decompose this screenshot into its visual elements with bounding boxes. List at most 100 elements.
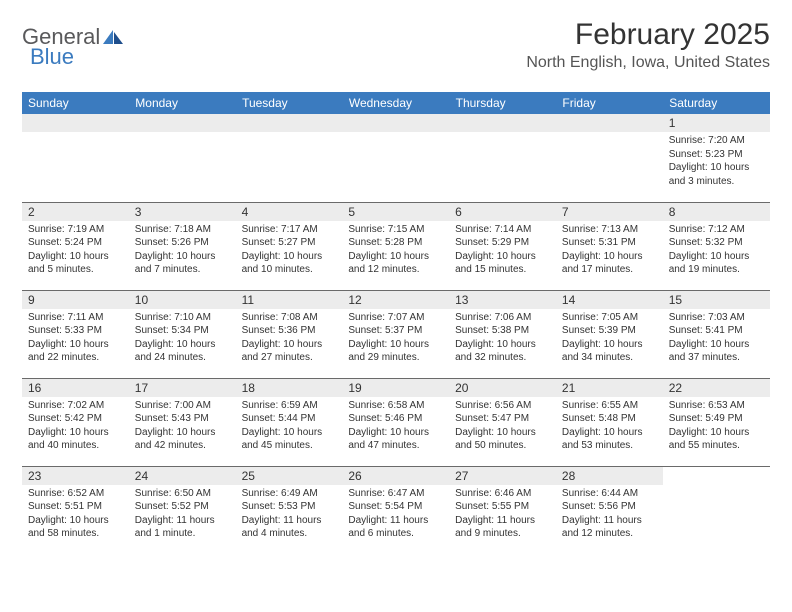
- sunset-text: Sunset: 5:46 PM: [348, 412, 443, 426]
- day-content: Sunrise: 7:19 AMSunset: 5:24 PMDaylight:…: [22, 221, 129, 281]
- daylight-text: Daylight: 10 hours and 34 minutes.: [562, 338, 657, 365]
- sunrise-text: Sunrise: 7:15 AM: [348, 223, 443, 237]
- day-cell: 17Sunrise: 7:00 AMSunset: 5:43 PMDayligh…: [129, 378, 236, 466]
- day-content: Sunrise: 6:55 AMSunset: 5:48 PMDaylight:…: [556, 397, 663, 457]
- day-number: 6: [449, 203, 556, 221]
- day-content: Sunrise: 7:11 AMSunset: 5:33 PMDaylight:…: [22, 309, 129, 369]
- sunset-text: Sunset: 5:27 PM: [242, 236, 337, 250]
- daylight-text: Daylight: 10 hours and 24 minutes.: [135, 338, 230, 365]
- sunrise-text: Sunrise: 6:55 AM: [562, 399, 657, 413]
- sunrise-text: Sunrise: 7:06 AM: [455, 311, 550, 325]
- day-content: Sunrise: 7:10 AMSunset: 5:34 PMDaylight:…: [129, 309, 236, 369]
- dow-saturday: Saturday: [663, 92, 770, 114]
- day-cell: 27Sunrise: 6:46 AMSunset: 5:55 PMDayligh…: [449, 466, 556, 554]
- sunrise-text: Sunrise: 6:50 AM: [135, 487, 230, 501]
- day-cell: 13Sunrise: 7:06 AMSunset: 5:38 PMDayligh…: [449, 290, 556, 378]
- title-block: February 2025 North English, Iowa, Unite…: [526, 18, 770, 72]
- dow-thursday: Thursday: [449, 92, 556, 114]
- sunrise-text: Sunrise: 6:52 AM: [28, 487, 123, 501]
- day-cell: [236, 114, 343, 202]
- day-cell: 23Sunrise: 6:52 AMSunset: 5:51 PMDayligh…: [22, 466, 129, 554]
- logo-sail-icon: [102, 29, 124, 45]
- day-cell: [449, 114, 556, 202]
- sunset-text: Sunset: 5:33 PM: [28, 324, 123, 338]
- day-number: 26: [342, 467, 449, 485]
- day-cell: 16Sunrise: 7:02 AMSunset: 5:42 PMDayligh…: [22, 378, 129, 466]
- day-number: 3: [129, 203, 236, 221]
- daylight-text: Daylight: 10 hours and 15 minutes.: [455, 250, 550, 277]
- daylight-text: Daylight: 10 hours and 10 minutes.: [242, 250, 337, 277]
- sunset-text: Sunset: 5:54 PM: [348, 500, 443, 514]
- day-content: Sunrise: 7:03 AMSunset: 5:41 PMDaylight:…: [663, 309, 770, 369]
- day-content: Sunrise: 7:12 AMSunset: 5:32 PMDaylight:…: [663, 221, 770, 281]
- sunset-text: Sunset: 5:31 PM: [562, 236, 657, 250]
- day-content: Sunrise: 7:00 AMSunset: 5:43 PMDaylight:…: [129, 397, 236, 457]
- daylight-text: Daylight: 10 hours and 32 minutes.: [455, 338, 550, 365]
- day-content: Sunrise: 7:14 AMSunset: 5:29 PMDaylight:…: [449, 221, 556, 281]
- day-content: Sunrise: 7:08 AMSunset: 5:36 PMDaylight:…: [236, 309, 343, 369]
- day-cell: 9Sunrise: 7:11 AMSunset: 5:33 PMDaylight…: [22, 290, 129, 378]
- day-cell: 25Sunrise: 6:49 AMSunset: 5:53 PMDayligh…: [236, 466, 343, 554]
- day-content: Sunrise: 7:05 AMSunset: 5:39 PMDaylight:…: [556, 309, 663, 369]
- day-number: 21: [556, 379, 663, 397]
- sunset-text: Sunset: 5:56 PM: [562, 500, 657, 514]
- sunrise-text: Sunrise: 7:13 AM: [562, 223, 657, 237]
- sunset-text: Sunset: 5:38 PM: [455, 324, 550, 338]
- day-cell: 15Sunrise: 7:03 AMSunset: 5:41 PMDayligh…: [663, 290, 770, 378]
- day-cell: 21Sunrise: 6:55 AMSunset: 5:48 PMDayligh…: [556, 378, 663, 466]
- sunset-text: Sunset: 5:41 PM: [669, 324, 764, 338]
- sunset-text: Sunset: 5:43 PM: [135, 412, 230, 426]
- sunrise-text: Sunrise: 6:58 AM: [348, 399, 443, 413]
- sunrise-text: Sunrise: 7:03 AM: [669, 311, 764, 325]
- sunset-text: Sunset: 5:23 PM: [669, 148, 764, 162]
- daylight-text: Daylight: 11 hours and 1 minute.: [135, 514, 230, 541]
- day-number: 5: [342, 203, 449, 221]
- day-cell: 7Sunrise: 7:13 AMSunset: 5:31 PMDaylight…: [556, 202, 663, 290]
- sunrise-text: Sunrise: 6:49 AM: [242, 487, 337, 501]
- day-cell: 4Sunrise: 7:17 AMSunset: 5:27 PMDaylight…: [236, 202, 343, 290]
- week-row: 23Sunrise: 6:52 AMSunset: 5:51 PMDayligh…: [22, 466, 770, 554]
- day-cell: 19Sunrise: 6:58 AMSunset: 5:46 PMDayligh…: [342, 378, 449, 466]
- day-number: 28: [556, 467, 663, 485]
- day-cell: 8Sunrise: 7:12 AMSunset: 5:32 PMDaylight…: [663, 202, 770, 290]
- daylight-text: Daylight: 10 hours and 19 minutes.: [669, 250, 764, 277]
- sunrise-text: Sunrise: 6:44 AM: [562, 487, 657, 501]
- sunset-text: Sunset: 5:24 PM: [28, 236, 123, 250]
- day-cell: 26Sunrise: 6:47 AMSunset: 5:54 PMDayligh…: [342, 466, 449, 554]
- sunset-text: Sunset: 5:53 PM: [242, 500, 337, 514]
- sunrise-text: Sunrise: 6:59 AM: [242, 399, 337, 413]
- day-number: 16: [22, 379, 129, 397]
- day-cell: 22Sunrise: 6:53 AMSunset: 5:49 PMDayligh…: [663, 378, 770, 466]
- location: North English, Iowa, United States: [526, 54, 770, 72]
- day-content: Sunrise: 7:02 AMSunset: 5:42 PMDaylight:…: [22, 397, 129, 457]
- day-content: Sunrise: 7:06 AMSunset: 5:38 PMDaylight:…: [449, 309, 556, 369]
- daylight-text: Daylight: 10 hours and 17 minutes.: [562, 250, 657, 277]
- day-content: Sunrise: 6:53 AMSunset: 5:49 PMDaylight:…: [663, 397, 770, 457]
- sunrise-text: Sunrise: 6:56 AM: [455, 399, 550, 413]
- dow-tuesday: Tuesday: [236, 92, 343, 114]
- sunset-text: Sunset: 5:44 PM: [242, 412, 337, 426]
- day-number: 14: [556, 291, 663, 309]
- sunset-text: Sunset: 5:55 PM: [455, 500, 550, 514]
- day-number: 18: [236, 379, 343, 397]
- day-content: Sunrise: 6:46 AMSunset: 5:55 PMDaylight:…: [449, 485, 556, 545]
- calendar-body: 1Sunrise: 7:20 AMSunset: 5:23 PMDaylight…: [22, 114, 770, 554]
- day-number: 15: [663, 291, 770, 309]
- day-cell: 2Sunrise: 7:19 AMSunset: 5:24 PMDaylight…: [22, 202, 129, 290]
- sunrise-text: Sunrise: 6:53 AM: [669, 399, 764, 413]
- calendar-page: General February 2025 North English, Iow…: [0, 0, 792, 572]
- sunrise-text: Sunrise: 7:18 AM: [135, 223, 230, 237]
- day-number: 25: [236, 467, 343, 485]
- daylight-text: Daylight: 10 hours and 47 minutes.: [348, 426, 443, 453]
- sunrise-text: Sunrise: 7:12 AM: [669, 223, 764, 237]
- sunset-text: Sunset: 5:37 PM: [348, 324, 443, 338]
- sunrise-text: Sunrise: 7:05 AM: [562, 311, 657, 325]
- daylight-text: Daylight: 10 hours and 22 minutes.: [28, 338, 123, 365]
- day-cell: 1Sunrise: 7:20 AMSunset: 5:23 PMDaylight…: [663, 114, 770, 202]
- day-cell: 5Sunrise: 7:15 AMSunset: 5:28 PMDaylight…: [342, 202, 449, 290]
- day-cell: [342, 114, 449, 202]
- daylight-text: Daylight: 10 hours and 55 minutes.: [669, 426, 764, 453]
- sunset-text: Sunset: 5:29 PM: [455, 236, 550, 250]
- day-cell: [22, 114, 129, 202]
- day-number: 12: [342, 291, 449, 309]
